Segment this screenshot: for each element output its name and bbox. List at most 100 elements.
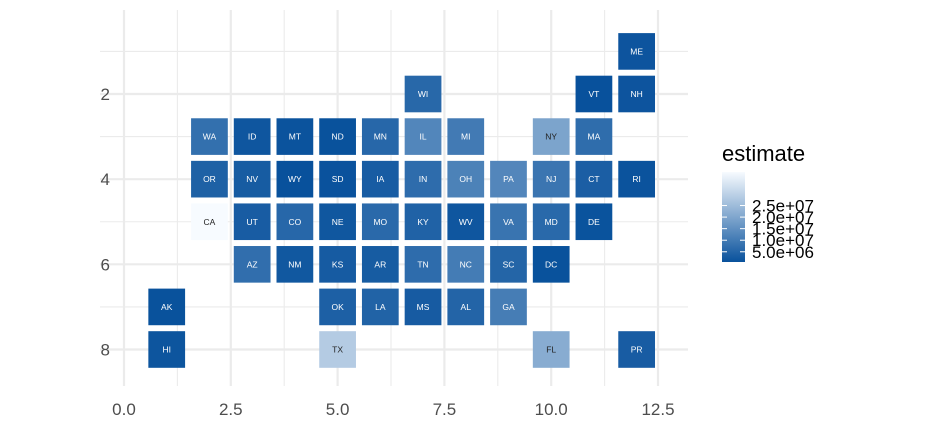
tile-label-ok: OK xyxy=(331,302,344,312)
tile-label-ut: UT xyxy=(246,217,257,227)
tile-label-sc: SC xyxy=(503,259,515,269)
tile-label-al: AL xyxy=(461,302,472,312)
tile-label-va: VA xyxy=(503,217,514,227)
x-tick-label: 10.0 xyxy=(535,400,568,419)
tile-wi xyxy=(404,75,442,113)
x-tick-label: 12.5 xyxy=(641,400,674,419)
state-tiles: ME WI VT NH WA ID MT ND MN IL MI NY MA OR NV WY SD IA IN OH… xyxy=(148,33,656,368)
tile-sc xyxy=(490,246,527,283)
legend-tick-label: 1.5e+07 xyxy=(752,220,814,239)
tile-label-az: AZ xyxy=(247,259,258,269)
tile-ut xyxy=(233,203,271,241)
y-tick-label: 4 xyxy=(101,170,110,189)
tile-label-ia: IA xyxy=(376,174,384,184)
tile-label-ca: CA xyxy=(204,217,216,227)
y-tick-label: 2 xyxy=(101,85,110,104)
tile-tx xyxy=(319,331,356,368)
tile-nh xyxy=(618,75,656,113)
legend-tick-label: 5.0e+06 xyxy=(752,243,814,262)
tile-label-ri: RI xyxy=(632,174,641,184)
tile-ca xyxy=(191,203,228,241)
tile-il xyxy=(404,118,442,155)
tile-label-sd: SD xyxy=(332,174,344,184)
tile-ar xyxy=(361,246,399,283)
legend-ticks: 2.5e+072.0e+071.5e+071.0e+075.0e+06 xyxy=(722,197,814,262)
tile-mo xyxy=(361,203,399,241)
tile-wv xyxy=(447,203,485,241)
tile-nj xyxy=(532,160,570,198)
tile-ks xyxy=(319,246,356,283)
tile-label-tn: TN xyxy=(417,259,428,269)
tile-co xyxy=(276,203,314,241)
tile-label-wi: WI xyxy=(418,89,428,99)
tile-label-ny: NY xyxy=(545,132,557,142)
legend-tick-label: 1.0e+07 xyxy=(752,231,814,250)
tile-label-hi: HI xyxy=(162,345,171,355)
tile-me xyxy=(618,33,656,70)
tile-label-ak: AK xyxy=(161,302,173,312)
tile-mn xyxy=(361,118,399,155)
tile-label-il: IL xyxy=(419,132,426,142)
tile-ga xyxy=(490,288,527,326)
tile-label-ma: MA xyxy=(588,132,601,142)
tile-label-tx: TX xyxy=(332,345,343,355)
tile-in xyxy=(404,160,442,198)
tile-hi xyxy=(148,331,186,368)
tile-oh xyxy=(447,160,485,198)
tile-al xyxy=(447,288,485,326)
tile-label-ks: KS xyxy=(332,259,344,269)
legend-colorbar xyxy=(722,172,745,262)
tile-fl xyxy=(532,331,570,368)
tile-label-wa: WA xyxy=(203,132,217,142)
tile-label-nj: NJ xyxy=(546,174,556,184)
tile-label-ga: GA xyxy=(502,302,515,312)
tile-label-nd: ND xyxy=(331,132,343,142)
tile-wy xyxy=(276,160,314,198)
tile-ny xyxy=(532,118,570,155)
tile-dc xyxy=(532,246,570,283)
x-tick-label: 0.0 xyxy=(112,400,136,419)
tile-de xyxy=(575,203,613,241)
tile-label-or: OR xyxy=(203,174,216,184)
tile-mi xyxy=(447,118,485,155)
tile-label-ct: CT xyxy=(588,174,599,184)
tile-ms xyxy=(404,288,442,326)
x-tick-label: 2.5 xyxy=(219,400,243,419)
tile-label-ar: AR xyxy=(374,259,386,269)
tile-nv xyxy=(233,160,271,198)
tile-label-co: CO xyxy=(289,217,302,227)
tile-ri xyxy=(618,160,656,198)
tile-az xyxy=(233,246,271,283)
tile-label-nh: NH xyxy=(630,89,642,99)
tile-label-in: IN xyxy=(419,174,428,184)
tile-ak xyxy=(148,288,186,326)
tile-nd xyxy=(319,118,356,155)
tile-label-wy: WY xyxy=(288,174,302,184)
tile-ma xyxy=(575,118,613,155)
tile-label-id: ID xyxy=(248,132,257,142)
tile-label-pr: PR xyxy=(631,345,643,355)
tile-tn xyxy=(404,246,442,283)
x-tick-label: 7.5 xyxy=(433,400,457,419)
tile-label-vt: VT xyxy=(588,89,599,99)
tile-id xyxy=(233,118,271,155)
tile-label-la: LA xyxy=(375,302,386,312)
tile-pr xyxy=(618,331,656,368)
grid-lines xyxy=(100,10,688,386)
tile-ne xyxy=(319,203,356,241)
x-tick-label: 5.0 xyxy=(326,400,350,419)
tile-label-nv: NV xyxy=(246,174,258,184)
tile-ky xyxy=(404,203,442,241)
tile-va xyxy=(490,203,527,241)
legend-tick-label: 2.5e+07 xyxy=(752,197,814,216)
legend: estimate 2.5e+072.0e+071.5e+071.0e+075.0… xyxy=(722,141,814,262)
tile-label-ne: NE xyxy=(332,217,344,227)
legend-tick-label: 2.0e+07 xyxy=(752,208,814,227)
y-axis: 2 4 6 8 xyxy=(101,85,110,360)
tile-la xyxy=(361,288,399,326)
y-tick-label: 6 xyxy=(101,255,110,274)
tile-label-me: ME xyxy=(630,46,643,56)
tile-nc xyxy=(447,246,485,283)
tile-label-mn: MN xyxy=(374,132,387,142)
